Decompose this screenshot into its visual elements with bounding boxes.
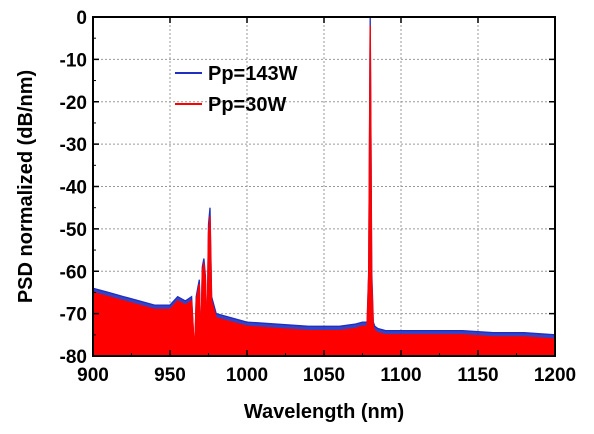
x-tick-label: 1200 bbox=[534, 365, 576, 386]
y-tick-label: -40 bbox=[60, 178, 87, 199]
tick-layer: 900 950 1000 1050 1100 1150 1200 0 -10 -20 -30 -40 -… bbox=[60, 8, 577, 386]
y-tick-label: -10 bbox=[60, 50, 87, 71]
legend-label-pp143w: Pp=143W bbox=[208, 63, 298, 85]
series-line-pp-143w bbox=[92, 16, 556, 357]
series-layer bbox=[92, 16, 556, 357]
y-axis-title: PSD normalized (dB/nm) bbox=[15, 70, 37, 303]
x-tick-label: 1000 bbox=[226, 365, 268, 386]
legend-label-pp30w: Pp=30W bbox=[208, 94, 286, 116]
y-tick-label: 0 bbox=[76, 8, 87, 29]
x-axis-title: Wavelength (nm) bbox=[244, 401, 404, 423]
x-tick-label: 1150 bbox=[457, 365, 498, 386]
x-tick-label: 950 bbox=[154, 365, 186, 386]
y-tick-label: -30 bbox=[60, 135, 87, 156]
x-tick-label: 1100 bbox=[380, 365, 421, 386]
x-tick-label: 900 bbox=[77, 365, 109, 386]
grid-layer bbox=[93, 17, 555, 356]
y-tick-label: -70 bbox=[60, 305, 87, 326]
y-tick-label: -60 bbox=[60, 262, 87, 283]
legend: Pp=143W Pp=30W bbox=[175, 63, 298, 116]
y-tick-label: -50 bbox=[60, 220, 87, 241]
x-tick-label: 1050 bbox=[303, 365, 345, 386]
y-tick-label: -20 bbox=[60, 93, 87, 114]
y-tick-label: -80 bbox=[60, 347, 87, 368]
series-line-pp-30w bbox=[92, 25, 556, 352]
